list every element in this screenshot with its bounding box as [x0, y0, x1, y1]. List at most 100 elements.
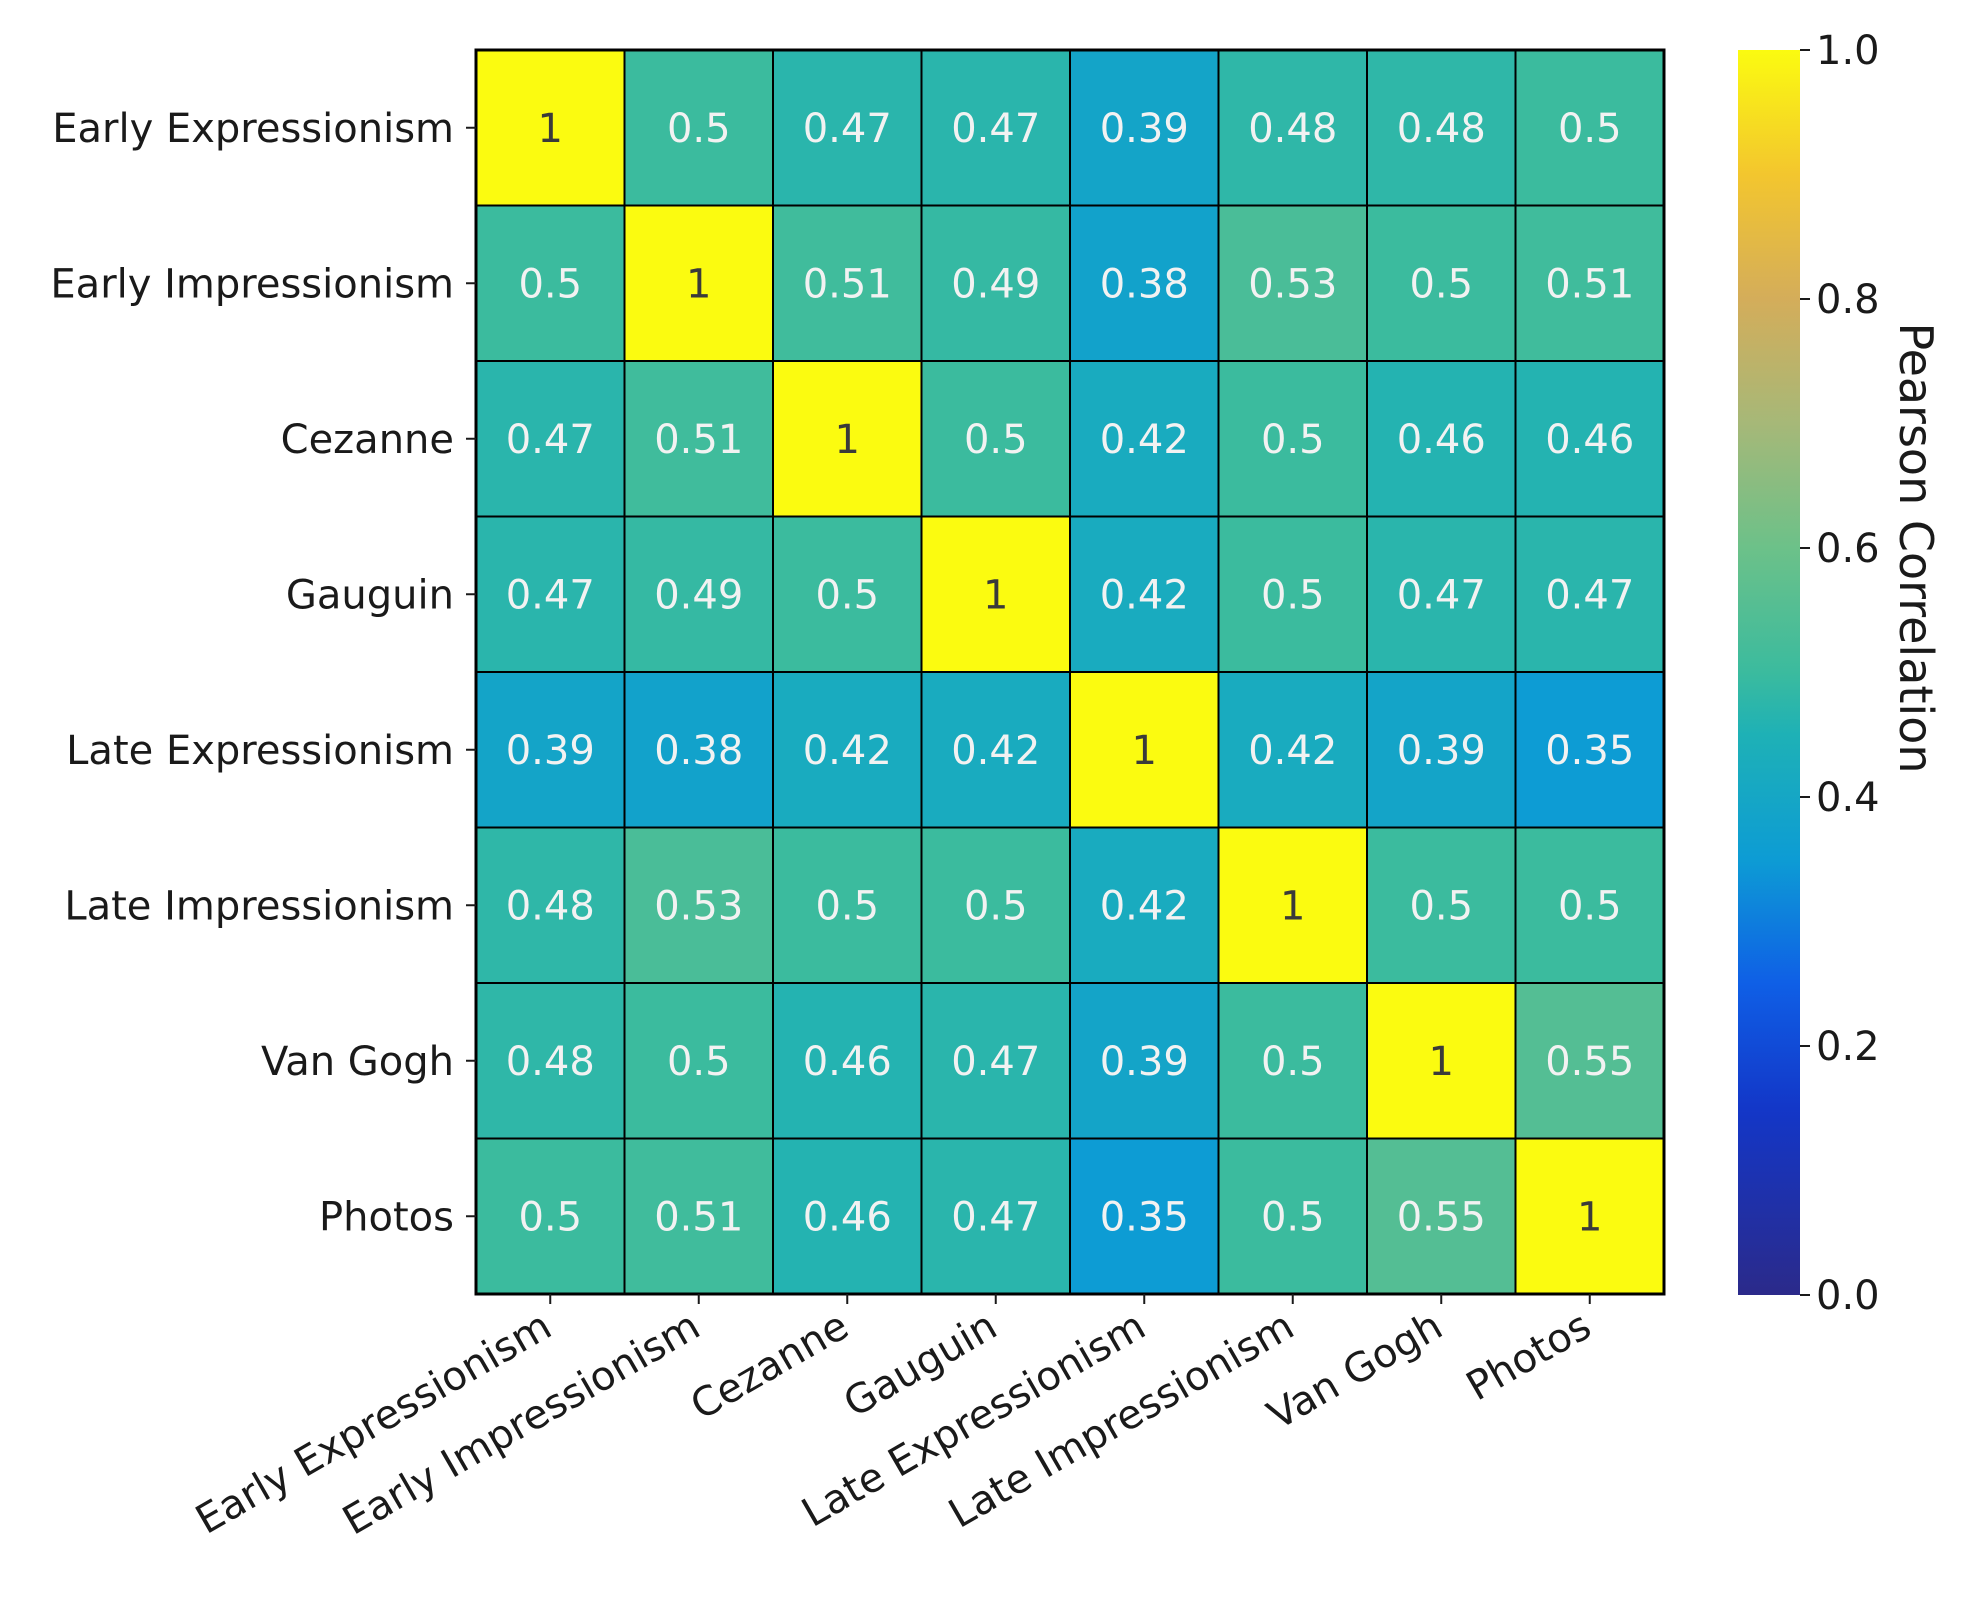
row-tick-label: Van Gogh: [261, 1039, 454, 1085]
cell-value-label: 1: [1429, 1039, 1454, 1085]
row-tick-label: Cezanne: [281, 417, 454, 463]
cell-value-label: 0.38: [654, 728, 743, 774]
cell-value-label: 0.39: [1100, 1039, 1189, 1085]
cell-value-label: 0.55: [1397, 1194, 1486, 1240]
cell-value-label: 0.48: [506, 1039, 595, 1085]
cell-value-label: 0.5: [518, 261, 582, 307]
heatmap-cell: [1069, 982, 1220, 1140]
heatmap-cell: [1217, 49, 1368, 207]
heatmap-cell: [772, 515, 923, 673]
heatmap-cell: [1217, 360, 1368, 518]
cell-value-label: 0.5: [1558, 106, 1622, 152]
row-tick-label: Early Impressionism: [50, 261, 454, 307]
heatmap-cell: [1514, 982, 1665, 1140]
cell-value-label: 0.51: [1545, 261, 1634, 307]
cell-value-label: 0.5: [964, 417, 1028, 463]
heatmap-cell: [1514, 826, 1665, 984]
cell-value-label: 0.5: [1409, 883, 1473, 929]
colorbar-tick-label: 0.0: [1816, 1273, 1880, 1319]
heatmap-cell: [623, 360, 774, 518]
cell-value-label: 0.47: [506, 417, 595, 463]
cell-value-label: 0.47: [1545, 572, 1634, 618]
cell-value-label: 1: [983, 572, 1008, 618]
cell-value-label: 0.5: [1558, 883, 1622, 929]
heatmap-frame: [474, 48, 1666, 1296]
heatmap-cell: [1217, 204, 1368, 362]
cell-value-label: 1: [835, 417, 860, 463]
heatmap-cell: [1069, 49, 1220, 207]
cell-value-label: 0.5: [1261, 1194, 1325, 1240]
cell-value-label: 0.5: [1261, 1039, 1325, 1085]
cell-value-label: 0.5: [1261, 417, 1325, 463]
cell-value-label: 0.53: [654, 883, 743, 929]
cell-value-label: 0.48: [1397, 106, 1486, 152]
heatmap-cell: [1366, 826, 1517, 984]
row-tick-label: Early Expressionism: [52, 106, 454, 152]
row-tick-label: Late Expressionism: [66, 728, 454, 774]
heatmap-cell: [623, 826, 774, 984]
colorbar-tick-label: 0.2: [1816, 1024, 1880, 1070]
cell-value-label: 1: [686, 261, 711, 307]
cell-value-label: 0.35: [1545, 728, 1634, 774]
cell-value-label: 0.5: [518, 1194, 582, 1240]
heatmap-cell: [475, 515, 626, 673]
heatmap-cell: [1069, 826, 1220, 984]
column-tick-label: Photos: [1459, 1303, 1599, 1410]
colorbar-gradient: [1738, 50, 1800, 1295]
cell-value-label: 0.5: [815, 572, 879, 618]
colorbar: 0.0 0.2 0.4 0.6 0.8 1.0 Pearson Correlation: [1738, 28, 1943, 1319]
cell-value-label: 0.42: [1100, 883, 1189, 929]
cell-value-label: 0.48: [1248, 106, 1337, 152]
heatmap-cell: [623, 204, 774, 362]
colorbar-tick-label: 0.6: [1816, 526, 1880, 572]
heatmap-cell: [1069, 360, 1220, 518]
heatmap-cell: [1069, 515, 1220, 673]
row-tick-label: Photos: [319, 1194, 454, 1240]
cell-value-label: 0.42: [1248, 728, 1337, 774]
heatmap-cell: [772, 671, 923, 829]
colorbar-tick-label: 0.8: [1816, 277, 1880, 323]
heatmap-cell: [1514, 1137, 1665, 1295]
heatmap-cell: [1366, 671, 1517, 829]
heatmap-cell: [1069, 1137, 1220, 1295]
heatmap-cell: [920, 49, 1071, 207]
cell-value-label: 0.46: [1397, 417, 1486, 463]
cell-value-label: 0.42: [1100, 417, 1189, 463]
cell-value-label: 0.55: [1545, 1039, 1634, 1085]
row-tick-label: Late Impressionism: [64, 883, 454, 929]
cell-value-label: 0.5: [667, 1039, 731, 1085]
heatmap-cell: [623, 982, 774, 1140]
cell-value-label: 0.39: [1100, 106, 1189, 152]
heatmap-cell: [1217, 671, 1368, 829]
heatmap-cell: [1069, 204, 1220, 362]
cell-value-label: 0.48: [506, 883, 595, 929]
cell-value-label: 1: [538, 106, 563, 152]
heatmap-cell: [920, 515, 1071, 673]
cell-value-label: 0.46: [803, 1194, 892, 1240]
colorbar-tick-label: 0.4: [1816, 775, 1880, 821]
heatmap-cell: [920, 360, 1071, 518]
cell-value-label: 0.38: [1100, 261, 1189, 307]
cell-value-label: 0.47: [506, 572, 595, 618]
cell-value-label: 0.47: [951, 1039, 1040, 1085]
cell-value-label: 0.42: [1100, 572, 1189, 618]
heatmap-cell: [475, 49, 626, 207]
heatmap-cell: [772, 982, 923, 1140]
heatmap-cell: [772, 360, 923, 518]
heatmap-cell: [475, 982, 626, 1140]
heatmap-cell: [1217, 826, 1368, 984]
cell-value-label: 0.49: [654, 572, 743, 618]
heatmap-cell: [1069, 671, 1220, 829]
cell-value-label: 0.47: [1397, 572, 1486, 618]
row-tick-label: Gauguin: [286, 572, 454, 618]
cell-value-label: 0.46: [1545, 417, 1634, 463]
colorbar-tick-label: 1.0: [1816, 28, 1880, 74]
cell-value-label: 1: [1280, 883, 1305, 929]
heatmap-cells: 1 0.5 0.47 0.47 0.39 0.48 0.48 0.50.5 1 0.51 0.49 0…: [474, 48, 1666, 1296]
cell-value-label: 0.42: [803, 728, 892, 774]
cell-value-label: 0.51: [803, 261, 892, 307]
colorbar-label: Pearson Correlation: [1889, 322, 1943, 773]
heatmap-cell: [1217, 982, 1368, 1140]
